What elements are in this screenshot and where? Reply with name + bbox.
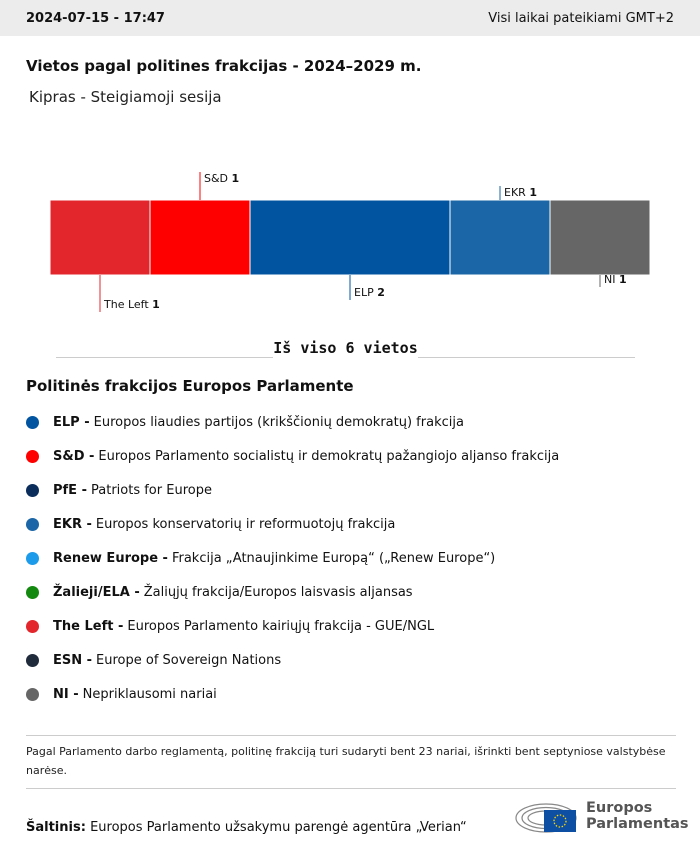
- group-name: Frakcija „Atnaujinkime Europą“ („Renew E…: [171, 550, 496, 566]
- divider-left: [56, 357, 273, 358]
- group-abbr: NI -: [53, 686, 79, 702]
- data-label: ELP 2: [354, 286, 385, 299]
- group-abbr: PfE -: [53, 482, 87, 498]
- group-name: Europos konservatorių ir reformuotojų fr…: [95, 516, 396, 532]
- legend-item: Žalieji/ELA - Žaliųjų frakcija/Europos la…: [26, 575, 559, 609]
- group-abbr: Žalieji/ELA -: [53, 584, 140, 600]
- parliament-hemicycle-icon: [515, 803, 577, 833]
- legend-item: S&D - Europos Parlamento socialistų ir de…: [26, 439, 559, 473]
- legend-item: The Left - Europos Parlamento kairiųjų fr…: [26, 609, 559, 643]
- data-label: S&D 1: [204, 172, 239, 185]
- top-bar: 2024-07-15 - 17:47 Visi laikai pateikiam…: [0, 0, 700, 36]
- group-name: Europos Parlamento kairiųjų frakcija - G…: [127, 618, 435, 634]
- legend-heading: Politinės frakcijos Europos Parlamente: [26, 377, 354, 395]
- group-name: Nepriklausomi nariai: [82, 686, 217, 702]
- legend-color-dot-icon: [26, 483, 39, 497]
- logo-line2: Parlamentas: [586, 816, 689, 832]
- legend-color-dot-icon: [26, 449, 39, 463]
- source: Šaltinis: Europos Parlamento užsakymu pa…: [26, 820, 467, 835]
- legend-color-dot-icon: [26, 687, 39, 701]
- legend-item: Renew Europe - Frakcija „Atnaujinkime Eur…: [26, 541, 559, 575]
- legend-item: ELP - Europos liaudies partijos (krikščio…: [26, 405, 559, 439]
- legend-item: PfE - Patriots for Europe: [26, 473, 559, 507]
- divider: [26, 735, 676, 736]
- legend-item: ESN - Europe of Sovereign Nations: [26, 643, 559, 677]
- legend-color-dot-icon: [26, 415, 39, 429]
- group-abbr: S&D -: [53, 448, 95, 464]
- group-abbr: EKR -: [53, 516, 92, 532]
- ep-logo: Europos Parlamentas: [514, 798, 689, 834]
- bar-segment-ni: [549, 199, 651, 276]
- bar-segment-sd: [149, 199, 251, 276]
- source-label: Šaltinis:: [26, 820, 86, 835]
- timezone-note: Visi laikai pateikiami GMT+2: [488, 10, 674, 26]
- legend-color-dot-icon: [26, 653, 39, 667]
- total-seats-label: Iš viso 6 vietos: [273, 339, 418, 357]
- group-name: Europe of Sovereign Nations: [96, 652, 282, 668]
- legend-color-dot-icon: [26, 619, 39, 633]
- datetime: 2024-07-15 - 17:47: [26, 10, 165, 26]
- bar-segment-theleft: [49, 199, 151, 276]
- bar-segment-ekr: [449, 199, 551, 276]
- page-title: Vietos pagal politines frakcijas - 2024–…: [26, 57, 422, 75]
- footnote: Pagal Parlamento darbo reglamentą, polit…: [26, 745, 666, 777]
- bar-segment-elp: [249, 199, 451, 276]
- group-abbr: The Left -: [53, 618, 124, 634]
- logo-line1: Europos: [586, 800, 653, 816]
- seat-chart: The Left 1 S&D 1 ELP 2 EKR 1 NI 1: [49, 172, 651, 312]
- legend-color-dot-icon: [26, 551, 39, 565]
- group-name: Žaliųjų frakcija/Europos laisvasis aljan…: [143, 584, 413, 600]
- group-abbr: ELP -: [53, 414, 90, 430]
- divider: [26, 788, 676, 789]
- group-name: Europos liaudies partijos (krikščionių d…: [93, 414, 464, 430]
- group-abbr: Renew Europe -: [53, 550, 168, 566]
- group-abbr: ESN -: [53, 652, 93, 668]
- data-label: The Left 1: [103, 298, 160, 311]
- legend-color-dot-icon: [26, 585, 39, 599]
- data-label: EKR 1: [504, 186, 537, 199]
- data-label: NI 1: [604, 273, 627, 286]
- legend-item: NI - Nepriklausomi nariai: [26, 677, 559, 711]
- group-name: Patriots for Europe: [91, 482, 212, 498]
- group-name: Europos Parlamento socialistų ir demokra…: [98, 448, 560, 464]
- divider-right: [418, 357, 635, 358]
- page-subtitle: Kipras - Steigiamoji sesija: [29, 88, 222, 106]
- legend-color-dot-icon: [26, 517, 39, 531]
- legend: ELP - Europos liaudies partijos (krikščio…: [26, 405, 559, 711]
- source-text: Europos Parlamento užsakymu parengė agen…: [90, 820, 467, 835]
- legend-item: EKR - Europos konservatorių ir reformuoto…: [26, 507, 559, 541]
